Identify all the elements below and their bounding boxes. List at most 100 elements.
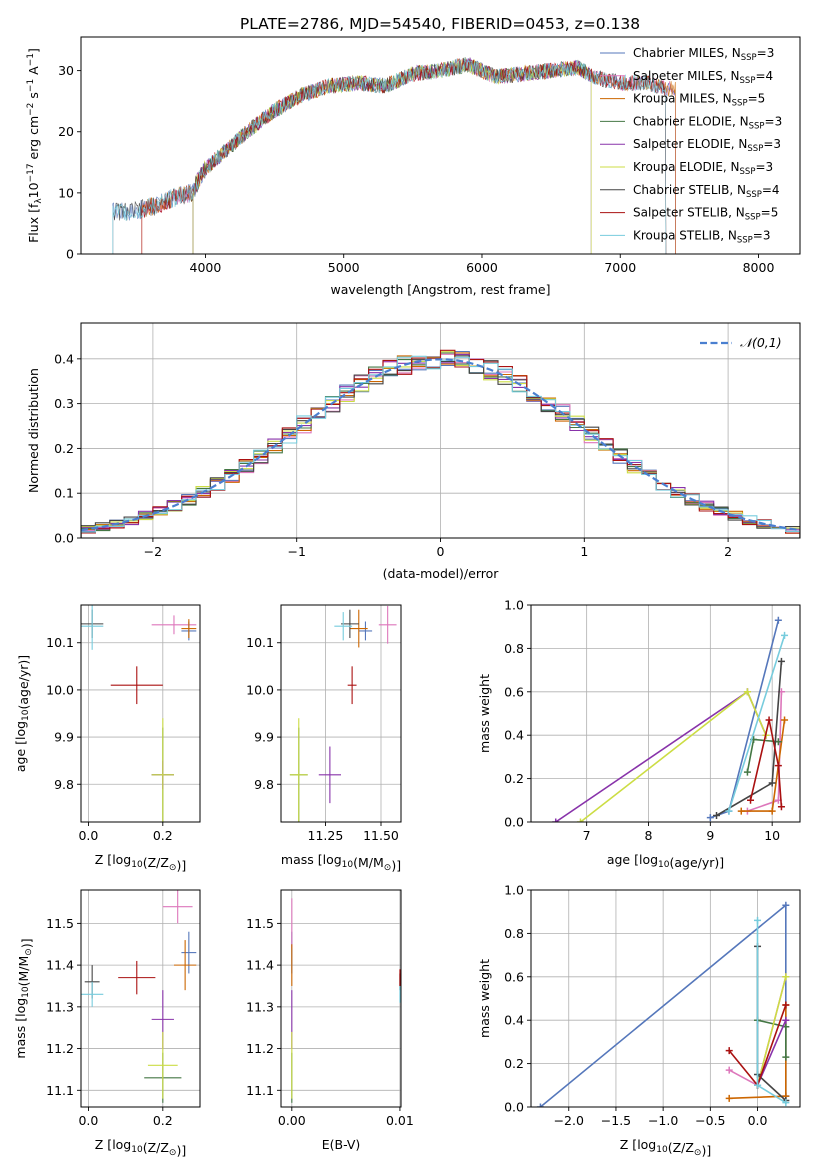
axes-frame-residuals: −2 −1 0 1 2 0.0 0.1 0.2 0.3 0.4	[54, 322, 801, 559]
y-tick-label: 10.0	[246, 682, 274, 697]
error-bar-point	[81, 981, 104, 1007]
panel-age-vs-Z: 0.0 0.2 9.8 9.9 10.0 10.1 Z [log10(Z/Z⊙)] age […	[13, 604, 201, 873]
x-tick-label: 5000	[328, 260, 360, 275]
mass-weight-marker	[781, 716, 789, 724]
error-bar-point	[81, 605, 104, 650]
x-axis-label: wavelength [Angstrom, rest frame]	[330, 282, 550, 297]
mass-weight-marker	[743, 768, 751, 776]
mass-weight-marker	[782, 1001, 790, 1009]
x-tick-label: −1.5	[601, 1113, 631, 1128]
x-axis-label: Z [log10(Z/Z⊙)]	[95, 1137, 186, 1158]
mass-weight-marker	[781, 631, 789, 639]
x-tick-label: −2.0	[554, 1113, 584, 1128]
axes-border	[80, 604, 201, 823]
x-axis-label: age [log10(age/yr)]	[607, 852, 724, 870]
y-tick-label: 0.3	[54, 396, 74, 411]
error-bar-point	[162, 890, 193, 924]
y-tick-label: 11.4	[246, 958, 274, 973]
legend-label: Kroupa STELIB, NSSP=3	[633, 228, 771, 245]
figure-title: PLATE=2786, MJD=54540, FIBERID=0453, z=0…	[240, 15, 640, 33]
error-bar-point	[151, 718, 174, 822]
x-tick-label: 0.2	[153, 828, 173, 843]
y-tick-label: 0.2	[504, 771, 524, 786]
x-tick-label: 7000	[604, 260, 636, 275]
error-bar-point	[347, 666, 357, 705]
y-tick-label: 0.8	[504, 926, 524, 941]
y-tick-label: 10.0	[46, 682, 74, 697]
mass-weight-marker	[774, 616, 782, 624]
y-tick-label: 0.6	[504, 969, 524, 984]
plot-area-massweight-vs-age	[552, 616, 789, 822]
y-tick-label: 0.0	[504, 815, 524, 830]
x-axis-label: E(B-V)	[322, 1137, 361, 1152]
y-tick-label: 0.1	[54, 486, 74, 501]
legend-label: Salpeter MILES, NSSP=4	[633, 69, 773, 86]
x-tick-label: 9	[706, 828, 714, 843]
error-bar-point	[110, 666, 163, 705]
plot-area-massweight-vs-Z	[536, 901, 790, 1107]
y-tick-label: 11.4	[46, 958, 74, 973]
mass-weight-line	[716, 661, 783, 817]
x-tick-label: 7	[583, 828, 591, 843]
plot-area-residuals	[81, 349, 800, 538]
error-bar-point	[147, 1031, 178, 1099]
mass-weight-marker	[725, 1066, 733, 1074]
error-bar-point	[334, 612, 353, 641]
y-tick-label: 20	[58, 124, 74, 139]
mass-weight-line	[756, 1019, 787, 1086]
x-axis-label: (data-model)/error	[383, 566, 500, 581]
mass-weight-marker	[768, 779, 776, 787]
mass-weight-marker	[754, 1081, 762, 1089]
mass-weight-marker	[782, 1016, 790, 1024]
axes-border	[530, 604, 801, 823]
x-tick-label: 0.0	[78, 1113, 98, 1128]
axes-border	[80, 36, 801, 255]
x-tick-label: 10	[764, 828, 780, 843]
mass-weight-marker	[774, 762, 782, 770]
error-bar-point	[341, 609, 359, 639]
plot-area-age-vs-mass	[289, 605, 397, 822]
y-tick-label: 0.2	[54, 441, 74, 456]
y-tick-label: 9.9	[54, 730, 74, 745]
mass-weight-marker	[765, 716, 773, 724]
x-tick-label: 11.50	[363, 828, 399, 843]
y-tick-label: 0.8	[504, 641, 524, 656]
mass-weight-marker	[782, 1099, 790, 1107]
x-tick-label: −2	[144, 544, 162, 559]
y-tick-label: 10	[58, 185, 74, 200]
x-tick-label: 4000	[190, 260, 222, 275]
axes-border	[280, 889, 402, 1108]
mass-weight-marker	[777, 803, 785, 811]
error-bar-point	[358, 621, 373, 641]
error-bar-point	[173, 940, 197, 991]
y-tick-label: 9.8	[54, 777, 74, 792]
mass-weight-line	[728, 635, 786, 812]
x-axis-label: Z [log10(Z/Z⊙)]	[620, 1137, 711, 1158]
axes-frame-massweight-vs-Z: −2.0 −1.5 −1.0 −0.5 0.0 0.0 0.2 0.4 0.6 0.8 1.0	[504, 883, 801, 1128]
x-tick-label: 0.00	[278, 1113, 306, 1128]
plot-area-mass-vs-EBV	[291, 898, 401, 1103]
x-tick-label: 0.2	[153, 1113, 173, 1128]
x-tick-label: 0.01	[386, 1113, 414, 1128]
x-tick-label: 11.25	[308, 828, 344, 843]
plot-area-age-vs-Z	[81, 605, 197, 822]
axes-frame-spectrum: 4000 5000 6000 7000 8000 0 10 20 30	[58, 36, 801, 275]
x-tick-label: −1.0	[648, 1113, 678, 1128]
x-tick-label: 0.0	[78, 828, 98, 843]
x-tick-label: 0.0	[748, 1113, 768, 1128]
y-axis-label: Normed distribution	[26, 368, 41, 493]
x-tick-label: 0	[437, 544, 445, 559]
y-tick-label: 11.2	[46, 1041, 74, 1056]
plot-area-mass-vs-Z	[81, 890, 197, 1103]
legend-label: Chabrier MILES, NSSP=3	[633, 46, 774, 63]
panel-massweight-vs-age: 7 8 9 10 0.0 0.2 0.4 0.6 0.8 1.0 age [log10(age/yr…	[477, 598, 801, 870]
error-bar-point	[118, 960, 156, 995]
legend-residuals: 𝒩(0,1)	[700, 335, 782, 350]
y-tick-label: 11.1	[46, 1083, 74, 1098]
y-tick-label: 0	[66, 247, 74, 262]
y-tick-label: 0.0	[54, 531, 74, 546]
mass-weight-marker	[552, 818, 560, 822]
mass-weight-marker	[747, 796, 755, 804]
x-tick-label: −0.5	[695, 1113, 725, 1128]
